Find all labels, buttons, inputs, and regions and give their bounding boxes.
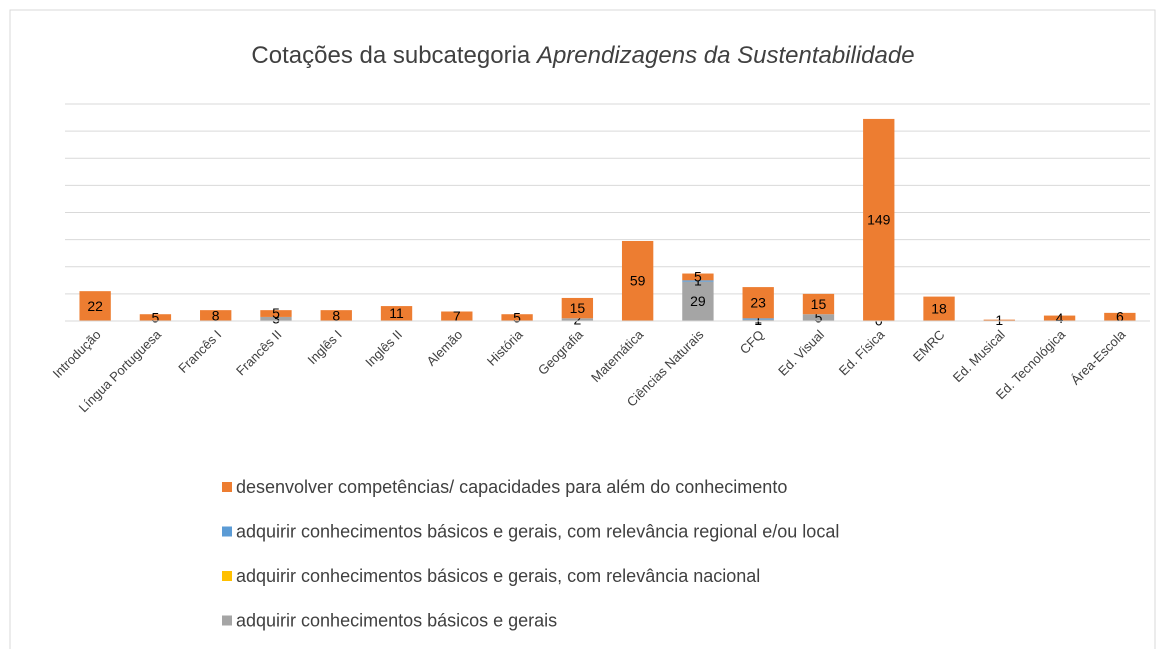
data-label: 5 [272, 305, 280, 321]
data-label: 23 [750, 294, 766, 310]
bar-segment [742, 319, 774, 321]
legend-swatch [222, 482, 232, 492]
bar-segment [380, 306, 413, 321]
data-label: 22 [87, 298, 103, 314]
data-label: 1 [754, 311, 762, 327]
bar-segment [561, 297, 594, 319]
bar-segment [923, 296, 955, 321]
bar-segment [742, 287, 774, 319]
data-label: 5 [513, 309, 521, 325]
bar-segment [742, 318, 774, 320]
legend-swatch [222, 615, 232, 626]
bar-segment [260, 310, 292, 317]
bar-segment [320, 310, 352, 321]
bar-segment [139, 314, 172, 321]
bar-segment [682, 273, 714, 281]
legend-label: desenvolver competências/ capacidades pa… [236, 477, 787, 497]
data-label: 3 [272, 311, 280, 327]
data-label: 2 [573, 311, 581, 327]
bar-segment [863, 118, 895, 321]
data-label: 7 [453, 308, 461, 324]
legend-label: adquirir conhecimentos básicos e gerais,… [236, 521, 839, 541]
data-label: 5 [694, 269, 702, 285]
title-text: Cotações da subcategoria [251, 42, 531, 69]
data-label: 149 [867, 212, 891, 228]
data-label: 1 [754, 312, 762, 328]
bar-segment [1104, 312, 1136, 321]
legend-swatch [222, 571, 232, 581]
bar-segment [260, 316, 292, 321]
data-label: 29 [690, 293, 706, 309]
bar-segment [983, 319, 1015, 321]
data-label: 8 [212, 307, 220, 323]
data-label: 15 [811, 296, 827, 312]
bar-segment [561, 318, 594, 321]
bar-segment [802, 293, 835, 315]
bar-segment [441, 311, 473, 321]
data-label: 1 [995, 312, 1003, 328]
legend-label: adquirir conhecimentos básicos e gerais [236, 610, 557, 630]
bar-segment [501, 314, 533, 321]
data-label: 4 [1056, 310, 1064, 326]
legend-swatch [222, 526, 232, 537]
bar-segment [1043, 315, 1076, 321]
data-label: 5 [815, 309, 823, 325]
data-label: 15 [570, 300, 586, 316]
chart-title: Cotações da subcategoria Aprendizagens d… [251, 42, 914, 69]
data-label: 18 [931, 300, 947, 316]
bar-segment [682, 281, 714, 321]
bar-segment [802, 314, 835, 321]
bar-segment [79, 291, 111, 321]
bar-segment [621, 240, 654, 321]
data-label: 59 [630, 273, 646, 289]
chart-border [9, 9, 1156, 654]
data-label: 6 [1116, 309, 1124, 325]
bar-segment [200, 310, 232, 321]
data-label: 8 [332, 307, 340, 323]
legend-label: adquirir conhecimentos básicos e gerais,… [236, 566, 760, 586]
bar-segment [682, 280, 714, 282]
data-label: 11 [389, 305, 404, 321]
data-label: 1 [694, 273, 702, 289]
data-label: 5 [152, 309, 160, 325]
title-emphasis: Aprendizagens da Sustentabilidade [535, 42, 915, 69]
